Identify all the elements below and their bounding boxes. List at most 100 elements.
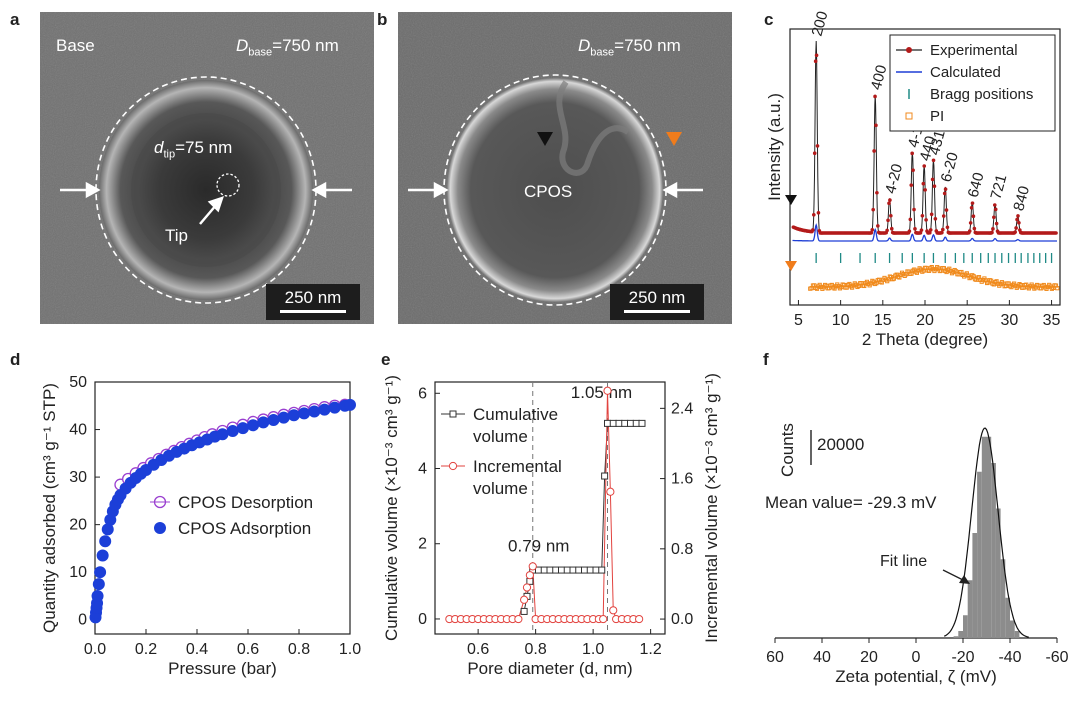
sem-image-b-drawing: [398, 12, 732, 324]
pore-legend-cumulative-label: volume: [473, 427, 528, 446]
zeta-x-tick-label: 20: [860, 649, 878, 666]
zeta-x-tick-label: 60: [766, 649, 784, 666]
zeta-fit-line: [943, 427, 1029, 638]
xrd-black-triangle-marker: [785, 195, 797, 205]
xrd-experimental-point: [812, 151, 817, 156]
tip-dashed-circle: [216, 173, 240, 197]
isotherm-adsorption-point: [101, 523, 114, 536]
sem-image-b: Dbase=750 nm CPOS 250 nm: [398, 12, 732, 324]
xrd-experimental-point: [990, 230, 994, 235]
xrd-experimental-point: [913, 227, 917, 231]
pore-incremental-point: [635, 614, 644, 624]
xrd-legend-label: Experimental: [930, 42, 1018, 59]
pore-y-left-tick-label: 4: [418, 461, 427, 478]
xrd-experimental-point: [968, 221, 973, 225]
xrd-experimental-point: [1017, 220, 1021, 225]
xrd-experimental-point: [811, 228, 815, 232]
xrd-experimental-point: [920, 213, 925, 218]
xrd-experimental-point: [991, 227, 995, 231]
xrd-peak-label: 840: [1010, 184, 1033, 213]
pore-cumulative-point: [609, 419, 617, 427]
isotherm-axes-frame: [94, 381, 351, 635]
zeta-histogram-bar: [953, 636, 959, 638]
xrd-experimental-point: [972, 226, 977, 231]
xrd-peak-label: 721: [987, 173, 1010, 202]
zeta-x-tick-label: 0: [912, 649, 921, 666]
xrd-experimental-point: [919, 228, 924, 232]
isotherm-y-tick-label: 0: [78, 612, 87, 629]
isotherm-x-axis-label: Pressure (bar): [168, 659, 277, 678]
pore-x-tick-label: 0.8: [525, 641, 547, 658]
xrd-experimental-point: [967, 229, 972, 233]
scalebar-b-text: 250 nm: [628, 288, 686, 307]
pore-y-right-tick-label: 0.8: [671, 541, 693, 558]
pore-y-right-tick-label: 1.6: [671, 471, 693, 488]
isotherm-adsorption-point: [298, 407, 311, 420]
xrd-legend-label: PI: [930, 108, 944, 125]
pore-cumulative-point: [604, 419, 611, 427]
zeta-x-tick-label: -20: [951, 649, 974, 666]
xrd-experimental-point: [888, 198, 892, 202]
isotherm-y-tick-label: 40: [69, 422, 87, 439]
zeta-x-tick-label: 40: [813, 649, 831, 666]
scalebar-a-text: 250 nm: [284, 288, 342, 307]
isotherm-adsorption-point: [277, 411, 290, 424]
xrd-legend-pi-point: [905, 112, 913, 120]
xrd-experimental-point: [911, 168, 915, 172]
isotherm-adsorption-point: [247, 419, 260, 432]
scalebar-a-line: [280, 310, 346, 313]
xrd-peak-label: 431: [926, 128, 949, 157]
xrd-experimental-point: [923, 188, 927, 192]
pore-cumulative-point: [586, 566, 594, 574]
zeta-histogram-bar: [963, 615, 968, 638]
scalebar-a: 250 nm: [266, 284, 360, 320]
xrd-experimental-point: [889, 226, 894, 231]
xrd-experimental-point: [912, 207, 916, 212]
xrd-experimental-point: [870, 228, 875, 232]
xrd-experimental-point: [921, 181, 926, 186]
xrd-x-tick-label: 25: [958, 312, 976, 329]
xrd-experimental-point: [910, 151, 914, 156]
isotherm-adsorption-point: [257, 416, 270, 429]
isotherm-adsorption-point: [344, 398, 356, 411]
pore-cumulative-point: [592, 566, 600, 574]
zeta-fit-label: Fit line: [880, 553, 927, 570]
pore-cumulative-point: [520, 607, 528, 615]
xrd-y-axis-label: Intensity (a.u.): [765, 93, 784, 201]
xrd-experimental-point: [907, 229, 912, 233]
zeta-scale-label: 20000: [817, 435, 864, 454]
dbase-label-b: Dbase=750 nm: [578, 36, 681, 58]
xrd-x-axis-label: 2 Theta (degree): [862, 330, 988, 349]
xrd-experimental-point: [994, 221, 999, 226]
pore-incremental-point: [525, 571, 534, 580]
isotherm-legend-adsorption-marker: [154, 522, 166, 534]
xrd-experimental-point: [869, 230, 874, 235]
pore-cumulative-point: [575, 566, 583, 574]
pore-legend-incremental-label: Incremental: [473, 457, 562, 476]
xrd-experimental-point: [931, 158, 936, 163]
pore-legend-incremental-marker: [448, 461, 458, 471]
zeta-histogram-bar: [1014, 631, 1020, 638]
zeta-y-axis-label: Counts: [778, 423, 797, 477]
pore-base-b: [447, 78, 663, 302]
isotherm-y-axis-label: Quantity adsorbed (cm³ g⁻¹ STP): [40, 383, 59, 633]
isotherm-legend-adsorption-label: CPOS Adsorption: [178, 519, 311, 538]
isotherm-adsorption-point: [226, 424, 239, 437]
pore-y-left-tick-label: 2: [418, 536, 427, 553]
pore-y-right-tick-label: 2.4: [671, 400, 693, 417]
dbase-sub-b: base: [590, 46, 615, 59]
zeta-mean-label: Mean value= -29.3 mV: [765, 493, 937, 512]
arrow-left-icon-b: [408, 181, 449, 199]
isotherm-adsorption-point: [216, 428, 229, 441]
xrd-experimental-point: [887, 201, 891, 206]
isotherm-y-tick-label: 50: [69, 374, 87, 391]
isotherm-adsorption-point: [91, 589, 104, 602]
pore-base-a: [99, 80, 313, 300]
zeta-x-tick-label: -60: [1045, 649, 1068, 666]
xrd-experimental-point: [875, 190, 879, 195]
pore-y-left-axis-label: Cumulative volume (×10⁻³ cm³ g⁻¹): [383, 375, 401, 641]
pore-y-left-tick-label: 0: [418, 611, 427, 628]
xrd-x-tick-label: 5: [794, 312, 803, 329]
isotherm-adsorption-point: [318, 403, 331, 416]
xrd-experimental-point: [970, 201, 975, 205]
